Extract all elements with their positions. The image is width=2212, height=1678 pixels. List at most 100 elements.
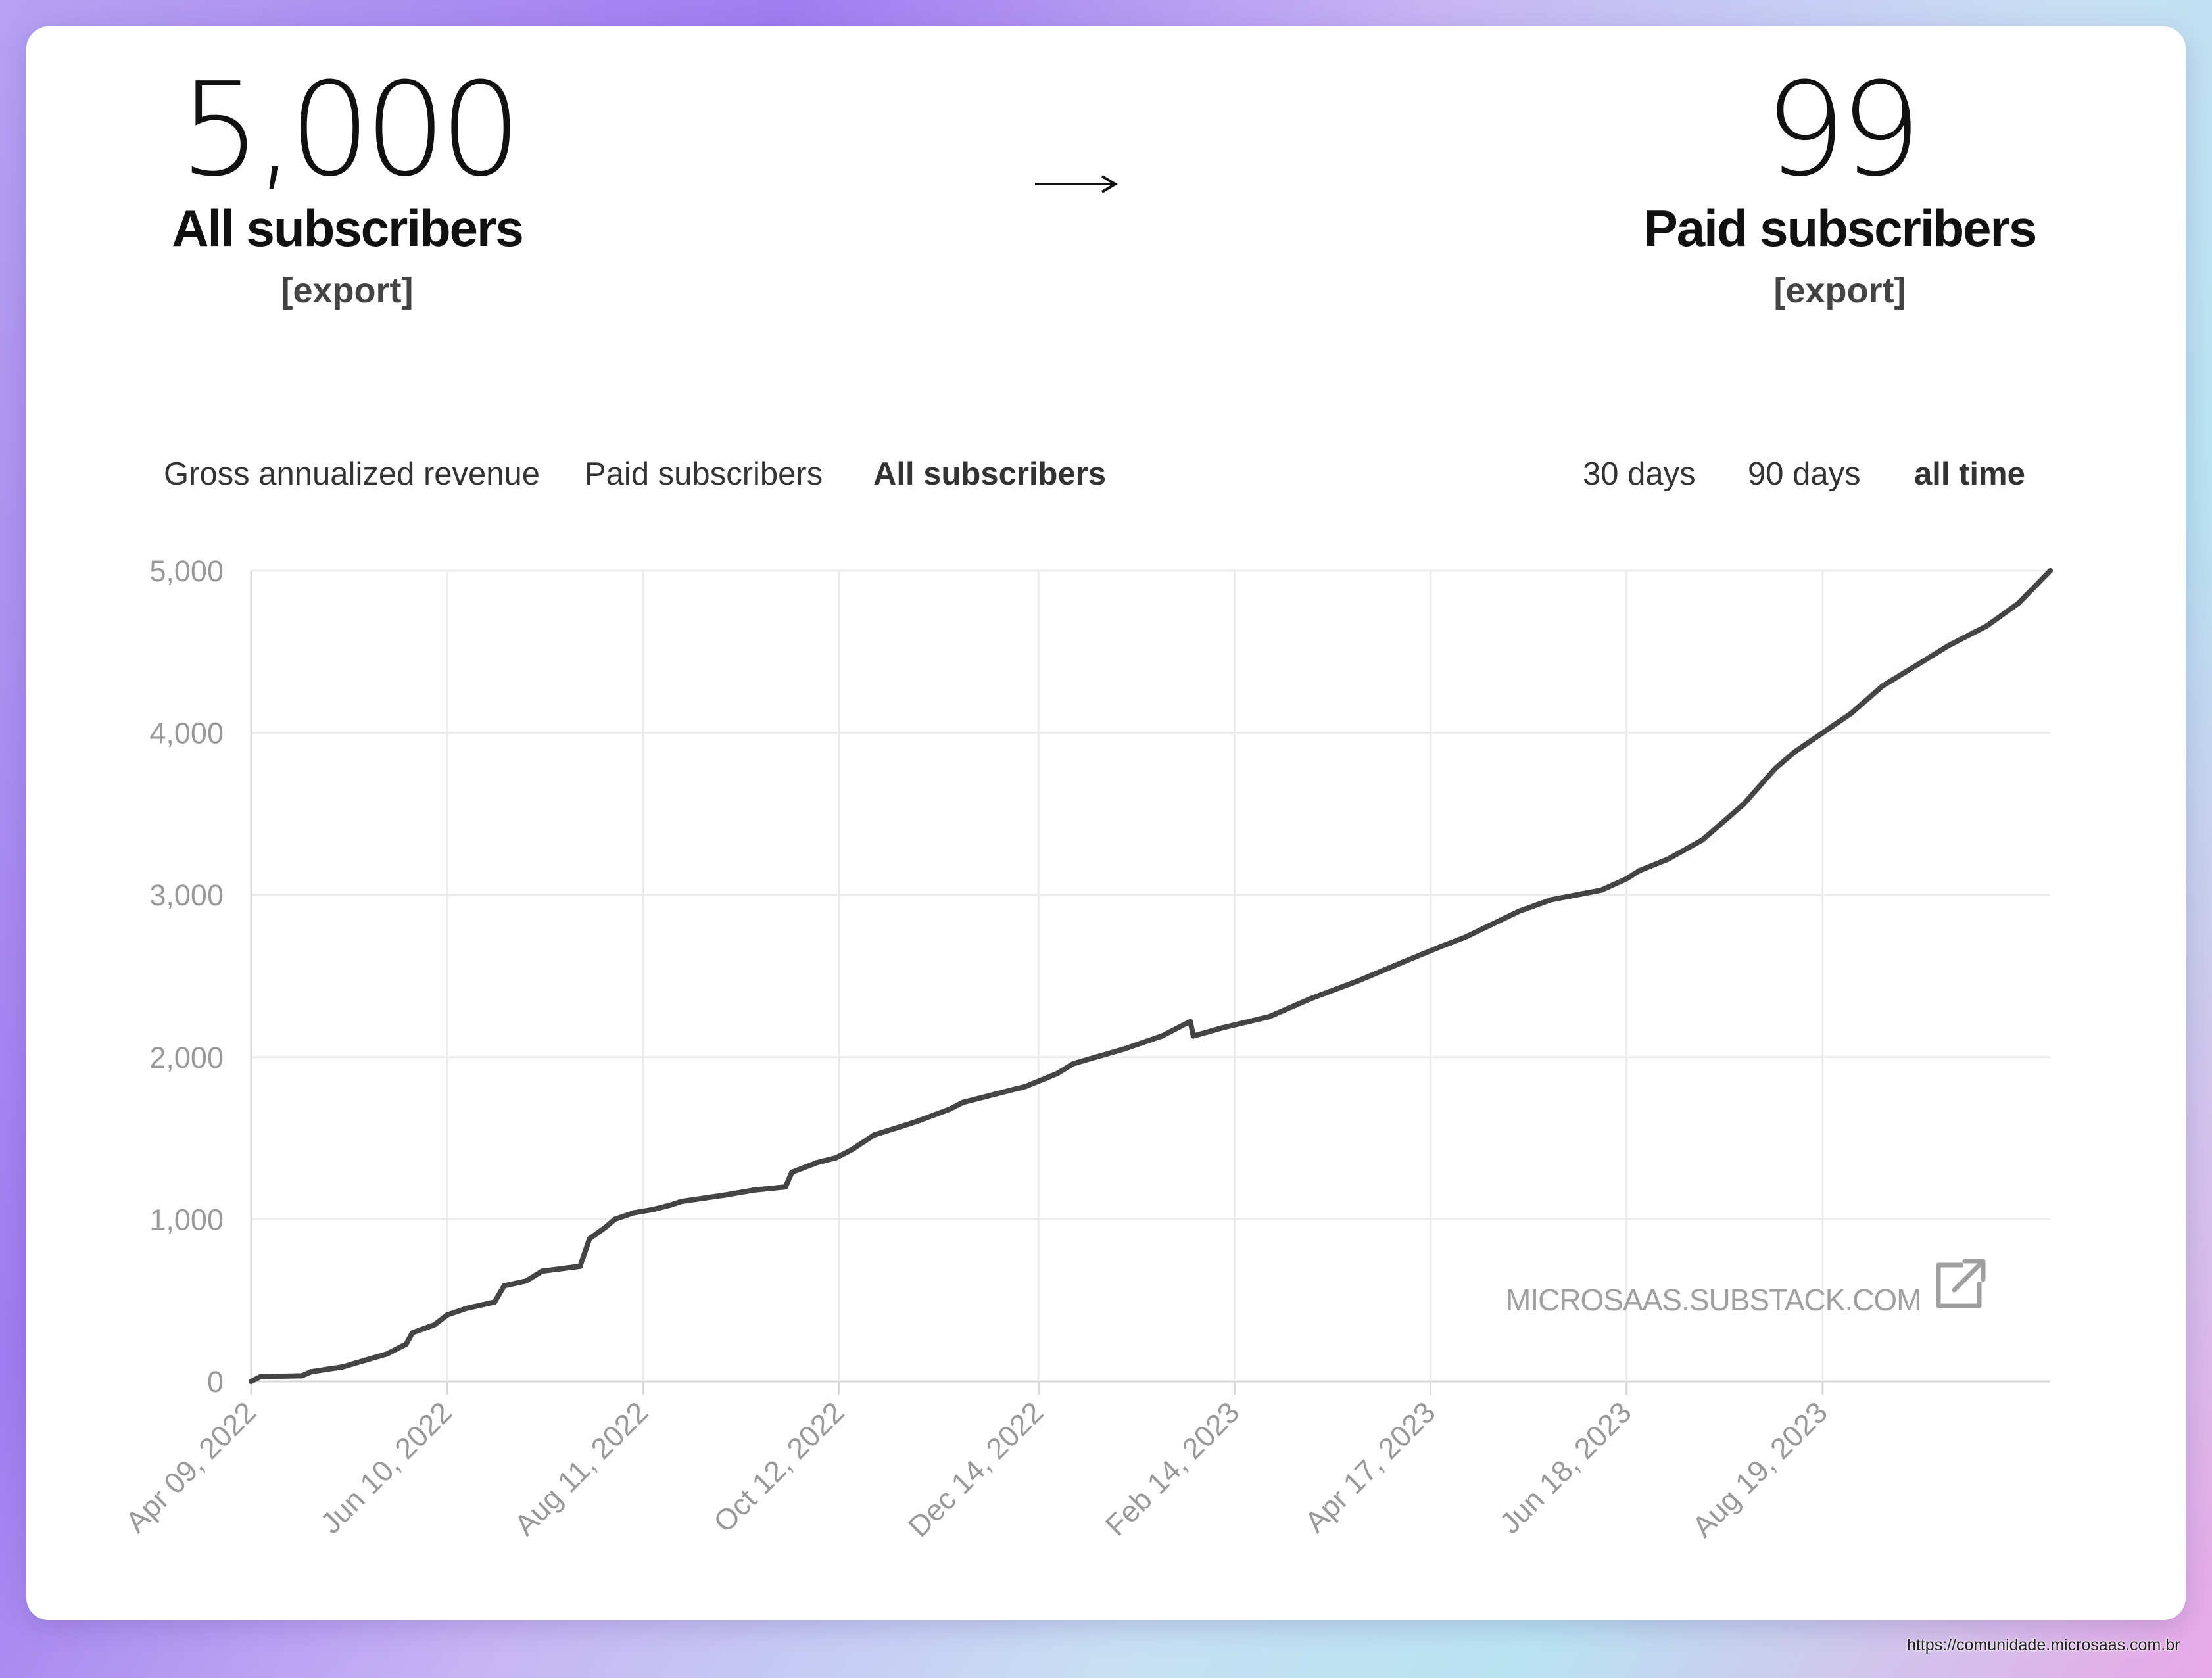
data-point: [751, 1187, 757, 1193]
data-point: [871, 1132, 877, 1138]
data-point: [602, 1224, 608, 1230]
x-tick-label: Apr 09, 2022: [119, 1395, 262, 1539]
range-90-days[interactable]: 90 days: [1748, 456, 1861, 492]
data-point: [2015, 600, 2021, 606]
source-credit: https://comunidade.microsaas.com.br: [1907, 1636, 2180, 1654]
x-tick-label: Aug 19, 2023: [1685, 1395, 1833, 1543]
data-point: [1266, 1014, 1272, 1020]
data-point: [631, 1210, 637, 1216]
x-tick-label: Jun 18, 2023: [1493, 1395, 1638, 1540]
data-point: [650, 1207, 656, 1212]
data-point: [308, 1369, 314, 1375]
range-30-days[interactable]: 30 days: [1583, 456, 1696, 492]
data-point: [678, 1199, 684, 1205]
data-point: [1623, 876, 1629, 882]
data-point: [1307, 996, 1313, 1001]
data-point: [833, 1155, 839, 1161]
data-point: [947, 1106, 953, 1112]
x-tick-label: Jun 10, 2022: [314, 1395, 458, 1540]
all-subscribers-series-line: [249, 568, 2053, 1384]
watermark-text: MICROSAAS.SUBSTACK.COM: [1506, 1283, 1921, 1317]
range-all-time[interactable]: all time: [1914, 456, 2025, 492]
all-subscribers-count: 5,000: [179, 55, 521, 205]
data-point: [959, 1099, 965, 1105]
x-tick-label: Apr 17, 2023: [1298, 1395, 1441, 1539]
data-point: [299, 1373, 304, 1379]
arrow-right-icon: [1035, 175, 1118, 193]
data-point: [1636, 868, 1642, 874]
data-point: [1915, 662, 1920, 667]
data-point: [1848, 711, 1854, 716]
data-point: [2048, 568, 2053, 573]
data-point: [464, 1306, 469, 1311]
tab-gross-annualized-revenue[interactable]: Gross annualized revenue: [164, 456, 541, 492]
data-point: [1055, 1070, 1061, 1076]
data-point: [1772, 765, 1778, 771]
data-point: [362, 1357, 368, 1363]
data-point: [1548, 897, 1554, 903]
paid-subscribers-count: 99: [1764, 55, 1921, 205]
data-point: [403, 1341, 409, 1347]
data-point: [1190, 1033, 1196, 1039]
data-point: [1023, 1084, 1029, 1090]
data-point: [1516, 908, 1522, 914]
all-subscribers-label: All subscribers: [172, 199, 524, 257]
data-point: [539, 1268, 545, 1274]
data-point: [431, 1322, 437, 1328]
data-point: [587, 1236, 592, 1241]
data-point: [1665, 856, 1671, 862]
data-point: [789, 1169, 795, 1175]
data-point: [1462, 934, 1468, 940]
x-tick-label: Aug 11, 2022: [508, 1395, 654, 1542]
tab-all-subscribers[interactable]: All subscribers: [873, 456, 1107, 492]
y-tick-label: 0: [207, 1365, 224, 1399]
data-point: [523, 1278, 529, 1284]
data-point: [1741, 802, 1746, 807]
data-point: [1405, 957, 1411, 963]
data-point: [1819, 730, 1825, 736]
data-point: [1791, 750, 1797, 755]
y-tick-label: 3,000: [149, 878, 224, 912]
data-point: [1984, 623, 1990, 629]
data-point: [814, 1160, 820, 1166]
x-tick-label: Feb 14, 2023: [1099, 1395, 1246, 1543]
y-tick-label: 4,000: [149, 717, 224, 750]
paid-subscribers-stat: 99 Paid subscribers [export]: [1610, 58, 2070, 311]
data-point: [577, 1263, 583, 1269]
data-point: [612, 1216, 617, 1222]
all-subscribers-stat: 5,000 All subscribers [export]: [117, 58, 577, 311]
data-point: [1946, 642, 1952, 648]
data-point: [501, 1283, 507, 1289]
data-point: [1599, 887, 1604, 893]
external-link-icon[interactable]: [1931, 1256, 1988, 1314]
data-point: [249, 1379, 254, 1384]
data-point: [1219, 1025, 1225, 1031]
data-point: [1070, 1061, 1076, 1067]
data-point: [258, 1374, 264, 1379]
data-point: [1880, 683, 1886, 689]
export-paid-subscribers-link[interactable]: [export]: [1773, 271, 1906, 310]
data-point: [1437, 944, 1443, 950]
tab-paid-subscribers[interactable]: Paid subscribers: [585, 456, 823, 492]
data-point: [410, 1330, 416, 1335]
y-tick-label: 5,000: [149, 554, 224, 588]
data-point: [723, 1192, 729, 1198]
data-point: [1188, 1019, 1193, 1024]
data-point: [384, 1351, 390, 1357]
export-all-subscribers-link[interactable]: [export]: [281, 271, 414, 310]
data-point: [1355, 978, 1360, 984]
data-point: [492, 1299, 498, 1305]
data-point: [849, 1147, 855, 1153]
x-tick-label: Oct 12, 2022: [707, 1395, 850, 1539]
data-point: [669, 1202, 675, 1208]
data-point: [445, 1312, 450, 1318]
data-point: [1121, 1046, 1127, 1052]
data-point: [912, 1119, 918, 1125]
data-point: [1700, 837, 1706, 843]
data-point: [782, 1184, 788, 1190]
paid-subscribers-label: Paid subscribers: [1643, 199, 2038, 257]
data-point: [1159, 1033, 1165, 1039]
data-point: [340, 1364, 346, 1370]
y-tick-label: 1,000: [149, 1203, 224, 1236]
